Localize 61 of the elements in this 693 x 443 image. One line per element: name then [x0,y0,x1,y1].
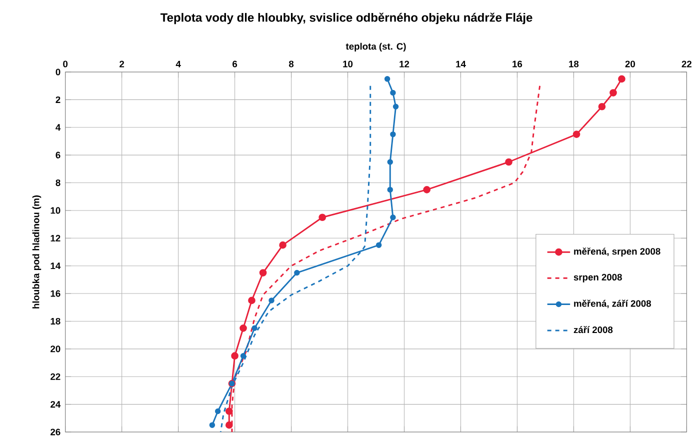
point [505,158,512,166]
point [248,296,256,304]
point [387,186,393,193]
legend-label: měřená, srpen 2008 [574,248,660,257]
point [610,89,617,96]
y-tick-label: 22 [50,373,60,380]
point [572,130,580,138]
y-tick-label: 0 [56,68,60,76]
point [390,131,396,138]
y-tick-label: 18 [50,318,60,325]
y-tick-label: 6 [56,152,60,158]
legend-label: měřená, září 2008 [574,300,651,308]
x-tick-label: 16 [512,60,522,68]
point [384,76,390,82]
y-tick-label: 14 [50,262,61,270]
legend-label: září 2008 [574,326,613,334]
point [225,408,233,415]
y-tick-label: 4 [56,124,61,131]
x-tick-label: 10 [343,60,353,68]
x-axis-title: teplota (st. C) [346,42,406,52]
point [252,325,258,332]
point [618,75,626,83]
y-tick-label: 8 [56,179,60,186]
point [231,352,238,360]
x-tick-label: 20 [625,60,635,68]
point [376,242,382,248]
point [240,352,246,359]
x-tick-label: 8 [288,60,294,68]
point [318,214,326,222]
x-tick-label: 2 [120,60,124,68]
point [259,269,267,276]
point [390,90,396,96]
y-axis-title: hloubka pod hladinou (m) [32,195,42,308]
point [423,186,431,194]
y-tick-label: 24 [50,401,61,408]
point [214,408,221,414]
x-tick-label: 22 [682,60,692,68]
point [598,102,606,110]
x-tick-label: 0 [63,60,68,68]
point [279,241,286,249]
point [392,104,399,110]
y-tick-label: 12 [50,234,60,242]
x-tick-label: 14 [456,60,466,68]
chart-title: Teplota vody dle hloubky, svislice odběrného objeku nádrže Fláje [160,12,532,24]
y-tick-label: 2 [56,96,60,103]
point [209,422,216,428]
x-tick-label: 12 [400,60,410,68]
x-tick-label: 18 [569,60,579,68]
y-tick-label: 10 [50,207,60,214]
x-tick-label: 6 [232,60,238,68]
y-tick-label: 20 [50,346,60,352]
point [225,421,233,429]
point [390,214,396,220]
y-tick-label: 26 [50,428,60,436]
point [268,298,274,304]
x-tick-label: 4 [176,60,181,68]
legend-label: srpen 2008 [574,274,622,282]
point [387,159,393,165]
y-tick-label: 16 [50,290,60,297]
point [240,324,247,332]
point [294,270,300,276]
